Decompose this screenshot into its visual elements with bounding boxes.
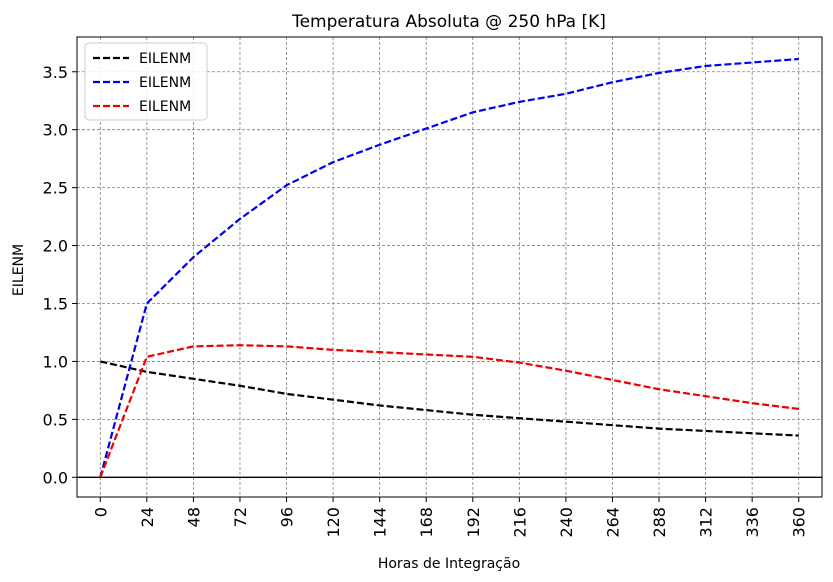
y-axis-ticks: 0.0 0.5 1.0 1.5 2.0 2.5 3.0 3.5 [43,63,77,487]
x-tick-label: 216 [510,507,529,538]
x-tick-label: 24 [138,507,157,527]
x-tick-label: 264 [603,507,622,538]
y-tick-label: 2.0 [43,237,68,256]
plot-frame [76,36,823,498]
x-tick-label: 312 [697,507,716,538]
x-tick-label: 48 [184,507,203,527]
y-tick-label: 0.0 [43,468,68,487]
legend-label: EILENM [139,99,191,115]
x-tick-label: 240 [557,507,576,538]
chart-title: Temperatura Absoluta @ 250 hPa [K] [291,12,606,32]
x-tick-label: 96 [278,507,297,527]
legend-label: EILENM [139,75,191,91]
y-axis-label: EILENM [11,244,27,296]
y-tick-label: 1.0 [43,352,68,371]
x-tick-label: 336 [743,507,762,538]
x-tick-label: 144 [371,507,390,538]
y-tick-label: 3.5 [43,63,68,82]
x-tick-label: 288 [650,507,669,538]
series-line-2 [99,57,799,478]
y-tick-label: 3.0 [43,121,68,140]
x-tick-label: 360 [790,507,809,538]
y-tick-label: 0.5 [43,410,68,429]
x-tick-label: 168 [417,507,436,538]
x-tick-label: 192 [464,507,483,538]
x-axis-label: Horas de Integração [378,556,520,572]
legend-box [84,42,208,121]
x-tick-label: 120 [324,507,343,538]
y-tick-label: 2.5 [43,179,68,198]
x-tick-label: 72 [231,507,250,527]
series-lines [99,57,799,478]
x-axis-ticks: 0 24 48 72 96 120 144 168 192 216 240 264 288 312 336 3… [91,497,809,538]
legend: EILENM EILENM EILENM [84,42,208,121]
x-tick-label: 0 [91,507,110,517]
series-line-3 [99,344,799,478]
legend-label: EILENM [139,51,191,67]
y-tick-label: 1.5 [43,294,68,313]
series-line-1 [100,360,799,437]
